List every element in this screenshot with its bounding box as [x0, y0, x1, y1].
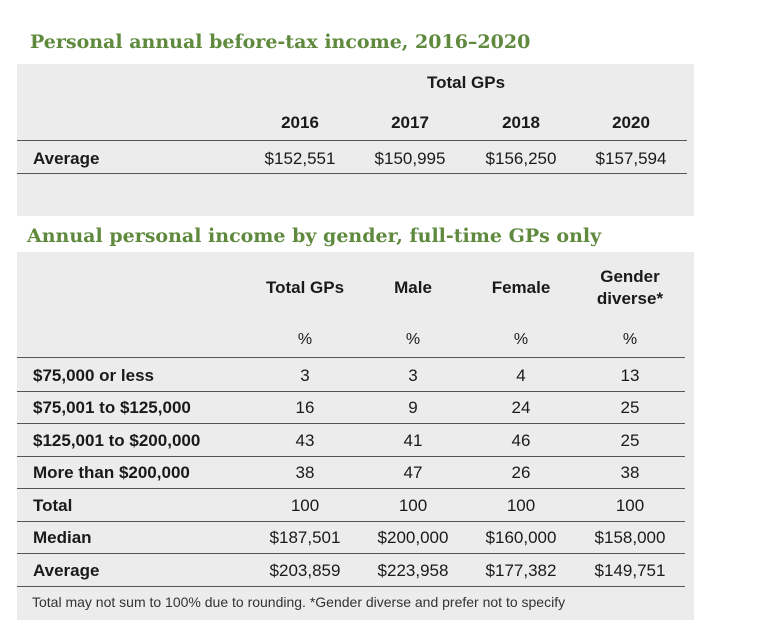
table2-panel	[17, 252, 694, 620]
table2-column-header: Male	[394, 278, 432, 297]
table2-row-label: Median	[33, 528, 92, 547]
table2-cell: 25	[620, 431, 640, 450]
table1-rule	[17, 173, 687, 174]
table2-cell: $203,859	[269, 561, 341, 580]
table1-year-header: 2016	[281, 113, 319, 132]
table2-cell: $177,382	[485, 561, 557, 580]
table2-footnote: Total may not sum to 100% due to roundin…	[32, 594, 566, 610]
table2-cell: 46	[511, 431, 531, 450]
table2-cell: 24	[511, 398, 531, 417]
table2-rule	[17, 521, 685, 522]
table2-cell: 25	[620, 398, 640, 417]
table2-cell: 100	[398, 496, 428, 515]
table2-rule	[17, 586, 685, 587]
table2-row-label: $75,001 to $125,000	[33, 398, 191, 417]
table1-row-label: Average	[33, 149, 100, 168]
table2-cell: 47	[403, 463, 423, 482]
table2-cell: 41	[403, 431, 423, 450]
table1-year-header: 2020	[612, 113, 650, 132]
table2-cell: $158,000	[594, 528, 666, 547]
table2-unit: %	[297, 331, 313, 348]
table1-rule	[17, 140, 687, 141]
table2-row-label: Average	[33, 561, 100, 580]
table2-row-label: Total	[33, 496, 73, 515]
table2-cell: 38	[295, 463, 315, 482]
table2-cell: $149,751	[594, 561, 666, 580]
table2-cell: 43	[295, 431, 315, 450]
table1-cell: $156,250	[485, 149, 557, 168]
table2-unit: %	[405, 331, 421, 348]
table2-cell: 100	[290, 496, 320, 515]
table2-rule	[17, 423, 685, 424]
table1-year-header: 2017	[391, 113, 429, 132]
table2-cell: 16	[295, 398, 315, 417]
table2-row-label: More than $200,000	[33, 463, 190, 482]
table2-cell: 100	[506, 496, 536, 515]
table2-column-header: Gender	[600, 267, 660, 286]
table2-unit: %	[513, 331, 529, 348]
table2-row-label: $125,001 to $200,000	[33, 431, 201, 450]
table2-rule	[17, 456, 685, 457]
table2-column-header: Female	[491, 278, 551, 297]
table2-cell: $187,501	[269, 528, 341, 547]
table2-column-header: Total GPs	[265, 278, 345, 297]
table2-unit: %	[622, 331, 638, 348]
table2-cell: 100	[615, 496, 645, 515]
table2-cell: $223,958	[377, 561, 449, 580]
table1-cell: $152,551	[264, 149, 336, 168]
table1-cell: $150,995	[374, 149, 446, 168]
table2-cell: 4	[516, 366, 526, 385]
table2-rule	[17, 553, 685, 554]
table2-column-header: diverse*	[596, 289, 664, 308]
table1-group-header: Total GPs	[426, 73, 506, 92]
table2-cell: $200,000	[377, 528, 449, 547]
table1-year-header: 2018	[502, 113, 540, 132]
table2-row-label: $75,000 or less	[33, 366, 154, 385]
table2-rule	[17, 488, 685, 489]
table2-title: Annual personal income by gender, full-t…	[27, 225, 602, 247]
table1-cell: $157,594	[595, 149, 667, 168]
table1-title: Personal annual before-tax income, 2016–…	[30, 31, 531, 53]
table2-cell: 9	[408, 398, 418, 417]
table2-rule	[17, 357, 685, 358]
table2-cell: 3	[408, 366, 418, 385]
table2-cell: $160,000	[485, 528, 557, 547]
table2-cell: 38	[620, 463, 640, 482]
table2-rule	[17, 391, 685, 392]
table2-cell: 13	[620, 366, 640, 385]
table2-cell: 26	[511, 463, 531, 482]
table2-cell: 3	[300, 366, 310, 385]
